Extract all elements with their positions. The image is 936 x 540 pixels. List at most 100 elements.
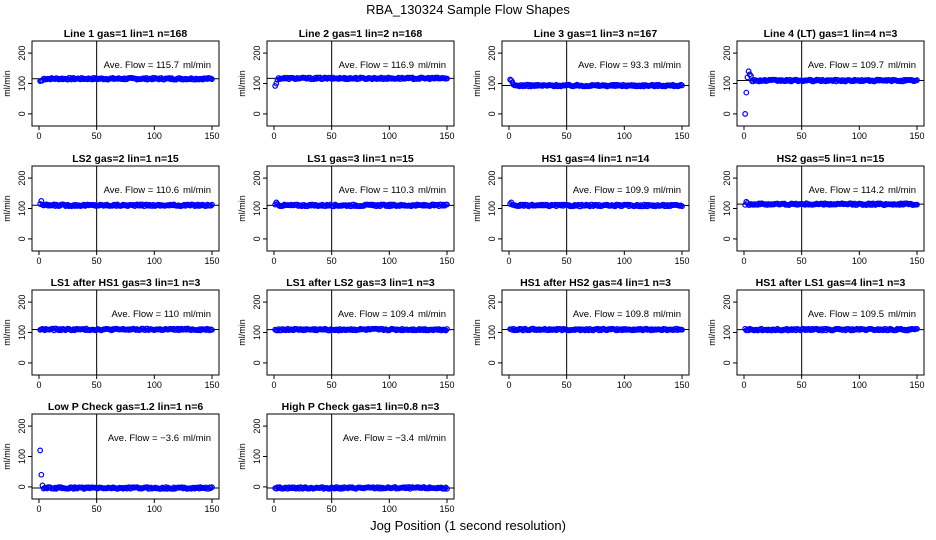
data-points bbox=[272, 484, 450, 492]
average-flow-prefix: Ave. Flow = bbox=[104, 60, 156, 71]
data-point bbox=[679, 326, 685, 333]
x-tick-label: 0 bbox=[36, 256, 41, 266]
data-point bbox=[37, 447, 44, 454]
average-flow-value: 110.6 bbox=[156, 185, 179, 196]
y-axis-label: ml/min bbox=[472, 195, 482, 222]
x-tick-label: 0 bbox=[36, 380, 41, 390]
data-point bbox=[745, 68, 752, 75]
data-point bbox=[914, 325, 920, 332]
x-tick-label: 150 bbox=[439, 380, 454, 390]
x-tick-label: 0 bbox=[36, 504, 41, 514]
panel-title: HS2 gas=5 lin=1 n=15 bbox=[777, 153, 885, 165]
average-flow-prefix: Ave. Flow = bbox=[343, 433, 395, 444]
average-flow-prefix: Ave. Flow = bbox=[809, 185, 861, 196]
average-flow-value: 109.8 bbox=[625, 309, 649, 320]
y-tick-label: 200 bbox=[17, 171, 27, 186]
data-points bbox=[37, 447, 215, 492]
average-flow-label: Ave. Flow = 115.7 ml/min bbox=[104, 60, 211, 71]
y-tick-label: 200 bbox=[252, 46, 262, 61]
data-point bbox=[209, 76, 215, 83]
panel-12: HS1 after LS1 gas=4 lin=1 n=3 ml/min 0 100 2… bbox=[707, 277, 925, 390]
x-tick-label: 50 bbox=[797, 380, 807, 390]
y-tick-label: 0 bbox=[252, 111, 262, 116]
x-tick-label: 0 bbox=[271, 256, 276, 266]
panel-title: Line 3 gas=1 lin=3 n=167 bbox=[534, 28, 658, 40]
y-axis-label: ml/min bbox=[2, 443, 12, 470]
average-flow-prefix: Ave. Flow = bbox=[578, 60, 630, 71]
average-flow-unit: ml/min bbox=[183, 185, 211, 196]
data-points bbox=[37, 74, 215, 84]
y-tick-label: 100 bbox=[17, 325, 27, 340]
panel-title: Line 1 gas=1 lin=1 n=168 bbox=[64, 28, 188, 40]
panel-7: HS1 gas=4 lin=1 n=14 ml/min 0 100 200 0 50 100 1… bbox=[472, 153, 690, 266]
y-axis-label: ml/min bbox=[2, 195, 12, 222]
panel-title: LS1 after LS2 gas=3 lin=1 n=3 bbox=[286, 277, 435, 289]
x-tick-label: 0 bbox=[506, 380, 511, 390]
x-tick-label: 150 bbox=[909, 380, 924, 390]
data-point bbox=[206, 327, 213, 334]
average-flow-unit: ml/min bbox=[653, 60, 681, 71]
y-axis-label: ml/min bbox=[237, 443, 247, 470]
average-flow-label: Ave. Flow = 110.3 ml/min bbox=[339, 185, 446, 196]
average-flow-value: −3.6 bbox=[160, 433, 179, 444]
x-tick-label: 50 bbox=[327, 504, 337, 514]
y-tick-label: 100 bbox=[487, 76, 497, 91]
data-points bbox=[742, 68, 920, 117]
x-tick-label: 100 bbox=[147, 380, 162, 390]
average-flow-prefix: Ave. Flow = bbox=[104, 185, 156, 196]
y-tick-label: 0 bbox=[722, 236, 732, 241]
y-tick-label: 100 bbox=[252, 449, 262, 464]
data-points bbox=[272, 325, 450, 334]
y-tick-label: 0 bbox=[487, 111, 497, 116]
y-tick-label: 0 bbox=[252, 484, 262, 489]
x-tick-label: 150 bbox=[439, 256, 454, 266]
x-tick-label: 100 bbox=[617, 256, 632, 266]
y-tick-label: 200 bbox=[722, 295, 732, 310]
panel-title: Low P Check gas=1.2 lin=1 n=6 bbox=[48, 401, 203, 413]
average-flow-label: Ave. Flow = 109.5 ml/min bbox=[808, 309, 916, 320]
y-tick-label: 100 bbox=[722, 201, 732, 216]
average-flow-unit: ml/min bbox=[653, 185, 681, 196]
data-point bbox=[679, 82, 685, 89]
data-point bbox=[273, 80, 280, 87]
data-point bbox=[444, 485, 450, 492]
average-flow-label: Ave. Flow = 109.9 ml/min bbox=[573, 185, 681, 196]
y-tick-label: 200 bbox=[487, 171, 497, 186]
average-flow-unit: ml/min bbox=[418, 309, 446, 320]
average-flow-label: Ave. Flow = 93.3 ml/min bbox=[578, 60, 681, 71]
y-tick-label: 100 bbox=[17, 76, 27, 91]
x-axis-title: Jog Position (1 second resolution) bbox=[370, 518, 566, 533]
main-title: RBA_130324 Sample Flow Shapes bbox=[366, 2, 570, 17]
average-flow-value: 114.2 bbox=[861, 185, 884, 196]
x-tick-label: 150 bbox=[674, 131, 689, 141]
average-flow-prefix: Ave. Flow = bbox=[339, 60, 391, 71]
x-tick-label: 0 bbox=[741, 380, 746, 390]
x-tick-label: 0 bbox=[506, 131, 511, 141]
y-axis-label: ml/min bbox=[2, 319, 12, 346]
data-point bbox=[209, 201, 215, 208]
x-tick-label: 100 bbox=[852, 131, 867, 141]
average-flow-label: Ave. Flow = 114.2 ml/min bbox=[809, 185, 916, 196]
panel-title: High P Check gas=1 lin=0.8 n=3 bbox=[282, 401, 440, 413]
x-tick-label: 50 bbox=[327, 131, 337, 141]
average-flow-prefix: Ave. Flow = bbox=[573, 185, 625, 196]
x-tick-label: 150 bbox=[909, 131, 924, 141]
data-points bbox=[37, 325, 215, 334]
y-tick-label: 0 bbox=[17, 484, 27, 489]
y-axis-label: ml/min bbox=[2, 70, 12, 97]
y-tick-label: 0 bbox=[252, 236, 262, 241]
x-tick-label: 50 bbox=[797, 131, 807, 141]
average-flow-value: −3.4 bbox=[395, 433, 414, 444]
average-flow-unit: ml/min bbox=[183, 309, 211, 320]
data-points bbox=[37, 197, 215, 210]
x-tick-label: 150 bbox=[204, 504, 219, 514]
y-tick-label: 0 bbox=[487, 360, 497, 365]
panel-title: LS1 gas=3 lin=1 n=15 bbox=[307, 153, 414, 165]
panel-14: High P Check gas=1 lin=0.8 n=3 ml/min 0 100… bbox=[237, 401, 455, 514]
x-tick-label: 100 bbox=[382, 131, 397, 141]
y-tick-label: 0 bbox=[722, 360, 732, 365]
x-tick-label: 0 bbox=[741, 256, 746, 266]
average-flow-unit: ml/min bbox=[888, 185, 916, 196]
y-tick-label: 200 bbox=[722, 46, 732, 61]
panel-frame bbox=[266, 40, 455, 127]
